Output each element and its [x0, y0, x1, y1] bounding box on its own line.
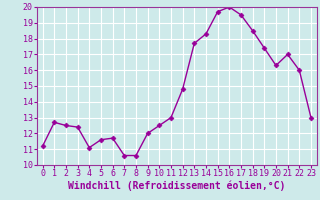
- X-axis label: Windchill (Refroidissement éolien,°C): Windchill (Refroidissement éolien,°C): [68, 181, 285, 191]
